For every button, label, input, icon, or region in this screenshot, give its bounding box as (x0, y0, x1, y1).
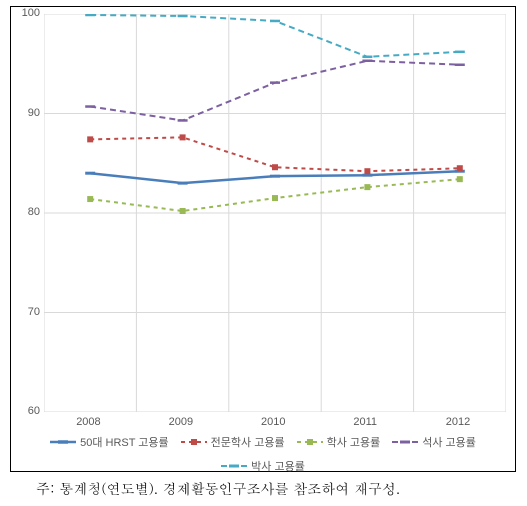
legend-swatch (297, 437, 323, 447)
legend-swatch (221, 461, 247, 471)
legend-label: 전문학사 고용률 (211, 434, 285, 450)
legend-swatch (181, 437, 207, 447)
x-tick-label: 2009 (169, 416, 193, 428)
line-chart-plot (44, 14, 506, 412)
y-tick-label: 80 (28, 206, 40, 218)
legend-item: 학사 고용률 (297, 434, 381, 450)
series-line (90, 61, 460, 121)
y-tick-label: 60 (28, 405, 40, 417)
chart-legend: 50대 HRST 고용률 전문학사 고용률 학사 고용률 석사 고용률박사 고용률 (10, 434, 516, 474)
chart-footnote: 주: 통계청(연도별). 경제활동인구조사를 참조하여 재구성. (36, 478, 400, 498)
legend-label: 50대 HRST 고용률 (80, 434, 169, 450)
legend-item: 석사 고용률 (392, 434, 476, 450)
x-tick-label: 2012 (446, 416, 470, 428)
y-tick-label: 90 (28, 107, 40, 119)
chart-container: 60 70 80 90 100 2008 2009 2010 2011 2012 50대 HRS… (0, 0, 527, 506)
legend-swatch (392, 437, 418, 447)
y-tick-label: 100 (22, 7, 40, 19)
y-tick-label: 70 (28, 306, 40, 318)
legend-label: 학사 고용률 (327, 434, 381, 450)
legend-label: 석사 고용률 (422, 434, 476, 450)
legend-item: 50대 HRST 고용률 (50, 434, 169, 450)
x-tick-label: 2010 (261, 416, 285, 428)
legend-item: 전문학사 고용률 (181, 434, 285, 450)
x-tick-label: 2008 (76, 416, 100, 428)
x-tick-label: 2011 (353, 416, 377, 428)
legend-item: 박사 고용률 (221, 458, 305, 474)
legend-swatch (50, 437, 76, 447)
legend-label: 박사 고용률 (251, 458, 305, 474)
